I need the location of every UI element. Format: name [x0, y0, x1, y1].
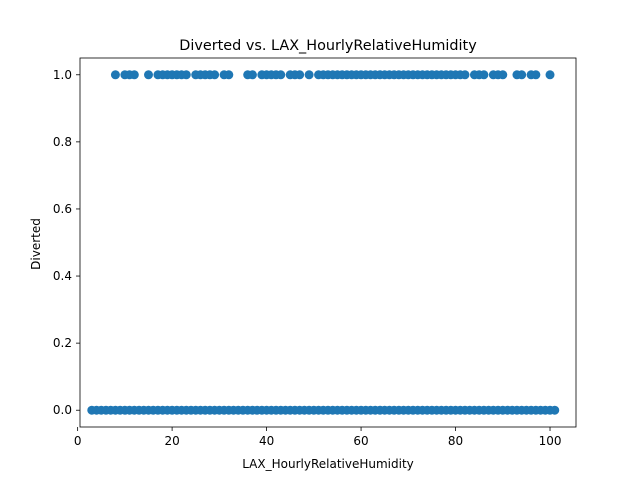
y-tick-label: 0.2 [53, 336, 72, 350]
data-point [210, 70, 220, 80]
data-point [304, 70, 314, 80]
y-tick-label: 1.0 [53, 68, 72, 82]
points-layer [87, 70, 560, 415]
data-point [110, 70, 120, 80]
data-point [295, 70, 305, 80]
plot-frame [79, 57, 577, 428]
x-axis-label: LAX_HourlyRelativeHumidity [242, 457, 414, 471]
y-axis-label: Diverted [29, 218, 43, 270]
data-point [224, 70, 234, 80]
data-point [550, 405, 560, 415]
x-tick-label: 100 [539, 434, 562, 448]
data-point [531, 70, 541, 80]
x-tick-label: 40 [259, 434, 274, 448]
data-point [545, 70, 555, 80]
data-point [181, 70, 191, 80]
data-point [498, 70, 508, 80]
x-tick-label: 0 [74, 434, 82, 448]
x-tick-label: 60 [353, 434, 368, 448]
data-point [129, 70, 139, 80]
data-point [144, 70, 153, 80]
x-tick-label: 20 [164, 434, 179, 448]
y-tick-label: 0.0 [53, 403, 72, 417]
data-point [276, 70, 286, 80]
data-point [460, 70, 470, 80]
data-point [479, 70, 489, 80]
chart-title: Diverted vs. LAX_HourlyRelativeHumidity [179, 38, 477, 54]
ticks-layer: 0 20 40 60 80 100 0.0 0.2 0.4 0.6 0.8 1.0 [53, 68, 562, 448]
y-tick-label: 0.4 [53, 269, 72, 283]
y-tick-label: 0.8 [53, 135, 72, 149]
y-tick-label: 0.6 [53, 202, 72, 216]
x-tick-label: 80 [448, 434, 463, 448]
data-point [517, 70, 527, 80]
data-point [247, 70, 257, 80]
